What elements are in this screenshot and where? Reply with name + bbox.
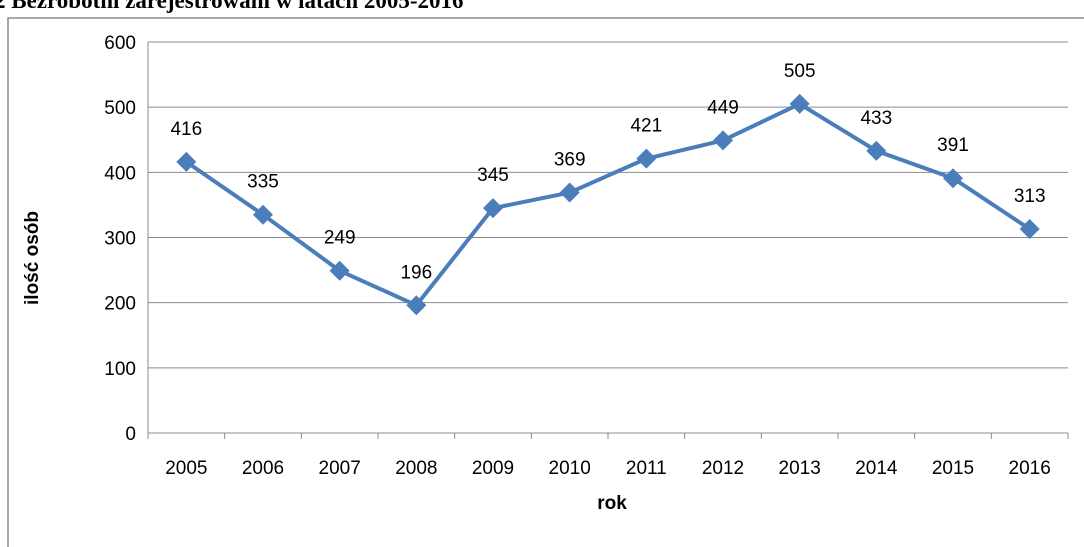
marker [406, 295, 427, 316]
y-tick-label: 0 [125, 424, 136, 445]
data-label: 345 [477, 165, 509, 186]
y-tick-label: 400 [104, 163, 136, 184]
chart-title: 2 Bezrobotni zarejestrowani w latach 200… [0, 0, 464, 13]
data-label: 449 [707, 97, 739, 118]
x-tick-label: 2012 [702, 458, 744, 479]
y-tick-label: 300 [104, 229, 136, 250]
x-tick-label: 2006 [242, 458, 284, 479]
x-tick-label: 2008 [395, 458, 437, 479]
marker [253, 204, 273, 225]
data-label: 313 [1014, 186, 1046, 207]
data-label: 416 [170, 119, 202, 140]
marker [789, 93, 810, 114]
x-tick-label: 2015 [932, 458, 974, 479]
x-tick-label: 2007 [319, 458, 361, 479]
marker [943, 168, 963, 189]
data-label: 391 [937, 135, 969, 156]
marker [866, 140, 887, 161]
line [185, 101, 1031, 308]
y-axis-label: ilość osób [22, 211, 43, 305]
data-label: 369 [554, 150, 586, 171]
y-tick-label: 100 [104, 359, 136, 380]
y-tick-label: 500 [104, 98, 136, 119]
marker [483, 198, 503, 219]
x-tick-label: 2005 [165, 458, 207, 479]
chart-frame [7, 17, 1084, 547]
data-label: 249 [324, 228, 356, 249]
data-label: 335 [247, 172, 279, 193]
y-tick-label: 600 [104, 33, 136, 54]
x-axis-label: rok [597, 493, 627, 514]
marker [176, 151, 197, 172]
x-tick-label: 2014 [855, 458, 898, 479]
x-tick-label: 2010 [549, 458, 591, 479]
x-tick-label: 2013 [779, 458, 821, 479]
data-label: 196 [400, 262, 432, 283]
data-label: 433 [860, 108, 892, 129]
marker [636, 148, 657, 169]
marker [713, 130, 733, 151]
data-label: 421 [630, 116, 662, 137]
x-tick-label: 2011 [626, 458, 667, 479]
marker [329, 260, 350, 281]
data-label: 505 [784, 61, 816, 82]
y-tick-label: 200 [104, 294, 136, 315]
x-tick-label: 2009 [472, 458, 514, 479]
x-tick-label: 2016 [1009, 458, 1051, 479]
marker [1019, 219, 1040, 240]
marker [559, 182, 580, 203]
